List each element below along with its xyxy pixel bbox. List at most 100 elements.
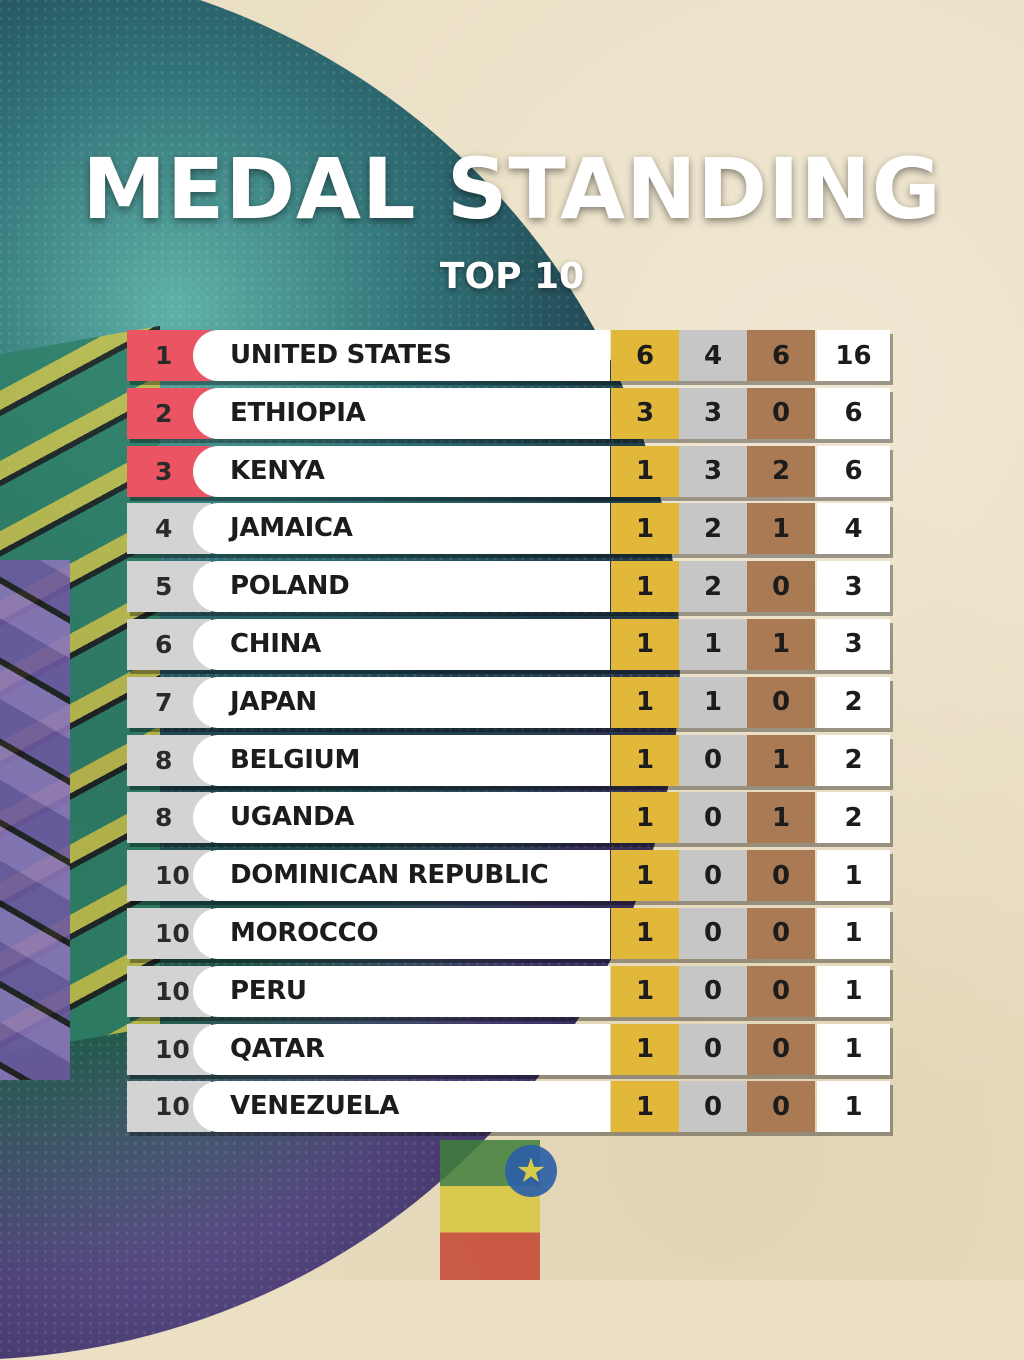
total-count: 2 bbox=[817, 676, 890, 728]
total-count: 1 bbox=[817, 965, 890, 1017]
country-cell: PERU bbox=[193, 965, 670, 1017]
country-cell: JAMAICA bbox=[193, 503, 670, 555]
silver-count: 0 bbox=[679, 965, 747, 1017]
country-cell: DOMINICAN REPUBLIC bbox=[193, 850, 670, 902]
table-row: 8 BELGIUM 1 0 1 2 bbox=[127, 734, 890, 786]
bronze-count: 0 bbox=[747, 1023, 815, 1075]
illustration-stripes bbox=[0, 560, 70, 1080]
table-row: 3 KENYA 1 3 2 6 bbox=[127, 445, 890, 497]
page-title: MEDAL STANDING bbox=[82, 140, 942, 238]
table-row: 10 VENEZUELA 1 0 0 1 bbox=[127, 1081, 890, 1133]
rank-badge: 10 bbox=[127, 965, 211, 1017]
bronze-count: 0 bbox=[747, 561, 815, 613]
gold-count: 1 bbox=[611, 1081, 679, 1133]
gold-count: 1 bbox=[611, 1023, 679, 1075]
country-name: KENYA bbox=[230, 455, 325, 486]
total-count: 6 bbox=[817, 387, 890, 439]
bronze-count: 1 bbox=[747, 792, 815, 844]
rank-badge: 8 bbox=[127, 792, 211, 844]
total-count: 1 bbox=[817, 1023, 890, 1075]
silver-count: 4 bbox=[679, 330, 747, 381]
silver-count: 1 bbox=[679, 676, 747, 728]
total-count: 6 bbox=[817, 445, 890, 497]
country-name: UGANDA bbox=[230, 802, 355, 833]
table-row: 2 ETHIOPIA 3 3 0 6 bbox=[127, 387, 890, 439]
table-row: 4 JAMAICA 1 2 1 4 bbox=[127, 503, 890, 555]
table-row: 10 QATAR 1 0 0 1 bbox=[127, 1023, 890, 1075]
bronze-count: 0 bbox=[747, 907, 815, 959]
country-name: QATAR bbox=[230, 1033, 325, 1064]
table-row: 7 JAPAN 1 1 0 2 bbox=[127, 676, 890, 728]
total-count: 16 bbox=[817, 330, 890, 381]
gold-count: 1 bbox=[611, 965, 679, 1017]
gold-count: 1 bbox=[611, 734, 679, 786]
gold-count: 3 bbox=[611, 387, 679, 439]
silver-count: 0 bbox=[679, 1081, 747, 1133]
gold-count: 1 bbox=[611, 850, 679, 902]
bronze-count: 0 bbox=[747, 387, 815, 439]
table-row: 10 MOROCCO 1 0 0 1 bbox=[127, 907, 890, 959]
country-name: MOROCCO bbox=[230, 917, 379, 948]
total-count: 3 bbox=[817, 561, 890, 613]
country-cell: BELGIUM bbox=[193, 734, 670, 786]
silver-count: 2 bbox=[679, 503, 747, 555]
table-row: 5 POLAND 1 2 0 3 bbox=[127, 561, 890, 613]
gold-count: 1 bbox=[611, 561, 679, 613]
country-cell: KENYA bbox=[193, 445, 670, 497]
bronze-count: 1 bbox=[747, 618, 815, 670]
gold-count: 1 bbox=[611, 445, 679, 497]
country-name: JAPAN bbox=[230, 686, 317, 717]
silver-count: 0 bbox=[679, 850, 747, 902]
country-cell: QATAR bbox=[193, 1023, 670, 1075]
total-count: 1 bbox=[817, 850, 890, 902]
silver-count: 0 bbox=[679, 792, 747, 844]
gold-count: 6 bbox=[611, 330, 679, 381]
silver-count: 0 bbox=[679, 907, 747, 959]
page-subtitle: TOP 10 bbox=[439, 256, 585, 297]
country-name: CHINA bbox=[230, 628, 321, 659]
country-cell: ETHIOPIA bbox=[193, 387, 670, 439]
country-cell: UGANDA bbox=[193, 792, 670, 844]
bronze-count: 1 bbox=[747, 503, 815, 555]
country-name: DOMINICAN REPUBLIC bbox=[230, 860, 549, 891]
table-row: 10 DOMINICAN REPUBLIC 1 0 0 1 bbox=[127, 850, 890, 902]
total-count: 2 bbox=[817, 792, 890, 844]
country-name: UNITED STATES bbox=[230, 340, 452, 370]
table-row: 8 UGANDA 1 0 1 2 bbox=[127, 792, 890, 844]
bronze-count: 0 bbox=[747, 850, 815, 902]
gold-count: 1 bbox=[611, 676, 679, 728]
table-row: 6 CHINA 1 1 1 3 bbox=[127, 618, 890, 670]
gold-count: 1 bbox=[611, 792, 679, 844]
table-row: 1 UNITED STATES 6 4 6 16 bbox=[127, 330, 890, 381]
country-cell: UNITED STATES bbox=[193, 330, 670, 381]
silver-count: 3 bbox=[679, 387, 747, 439]
bronze-count: 2 bbox=[747, 445, 815, 497]
country-cell: JAPAN bbox=[193, 676, 670, 728]
total-count: 4 bbox=[817, 503, 890, 555]
total-count: 1 bbox=[817, 1081, 890, 1133]
silver-count: 0 bbox=[679, 734, 747, 786]
country-cell: CHINA bbox=[193, 618, 670, 670]
country-cell: MOROCCO bbox=[193, 907, 670, 959]
silver-count: 0 bbox=[679, 1023, 747, 1075]
bronze-count: 0 bbox=[747, 676, 815, 728]
medal-table: 1 UNITED STATES 6 4 6 16 2 ETHIOPIA 3 3 … bbox=[127, 330, 890, 1139]
country-name: JAMAICA bbox=[230, 513, 353, 544]
bronze-count: 1 bbox=[747, 734, 815, 786]
country-name: VENEZUELA bbox=[230, 1091, 400, 1122]
total-count: 1 bbox=[817, 907, 890, 959]
gold-count: 1 bbox=[611, 503, 679, 555]
bronze-count: 0 bbox=[747, 965, 815, 1017]
gold-count: 1 bbox=[611, 907, 679, 959]
silver-count: 1 bbox=[679, 618, 747, 670]
bronze-count: 6 bbox=[747, 330, 815, 381]
bronze-count: 0 bbox=[747, 1081, 815, 1133]
country-name: POLAND bbox=[230, 571, 350, 602]
total-count: 3 bbox=[817, 618, 890, 670]
rank-badge: 2 bbox=[127, 387, 211, 439]
total-count: 2 bbox=[817, 734, 890, 786]
country-cell: POLAND bbox=[193, 561, 670, 613]
country-name: PERU bbox=[230, 975, 307, 1006]
silver-count: 2 bbox=[679, 561, 747, 613]
country-cell: VENEZUELA bbox=[193, 1081, 670, 1133]
